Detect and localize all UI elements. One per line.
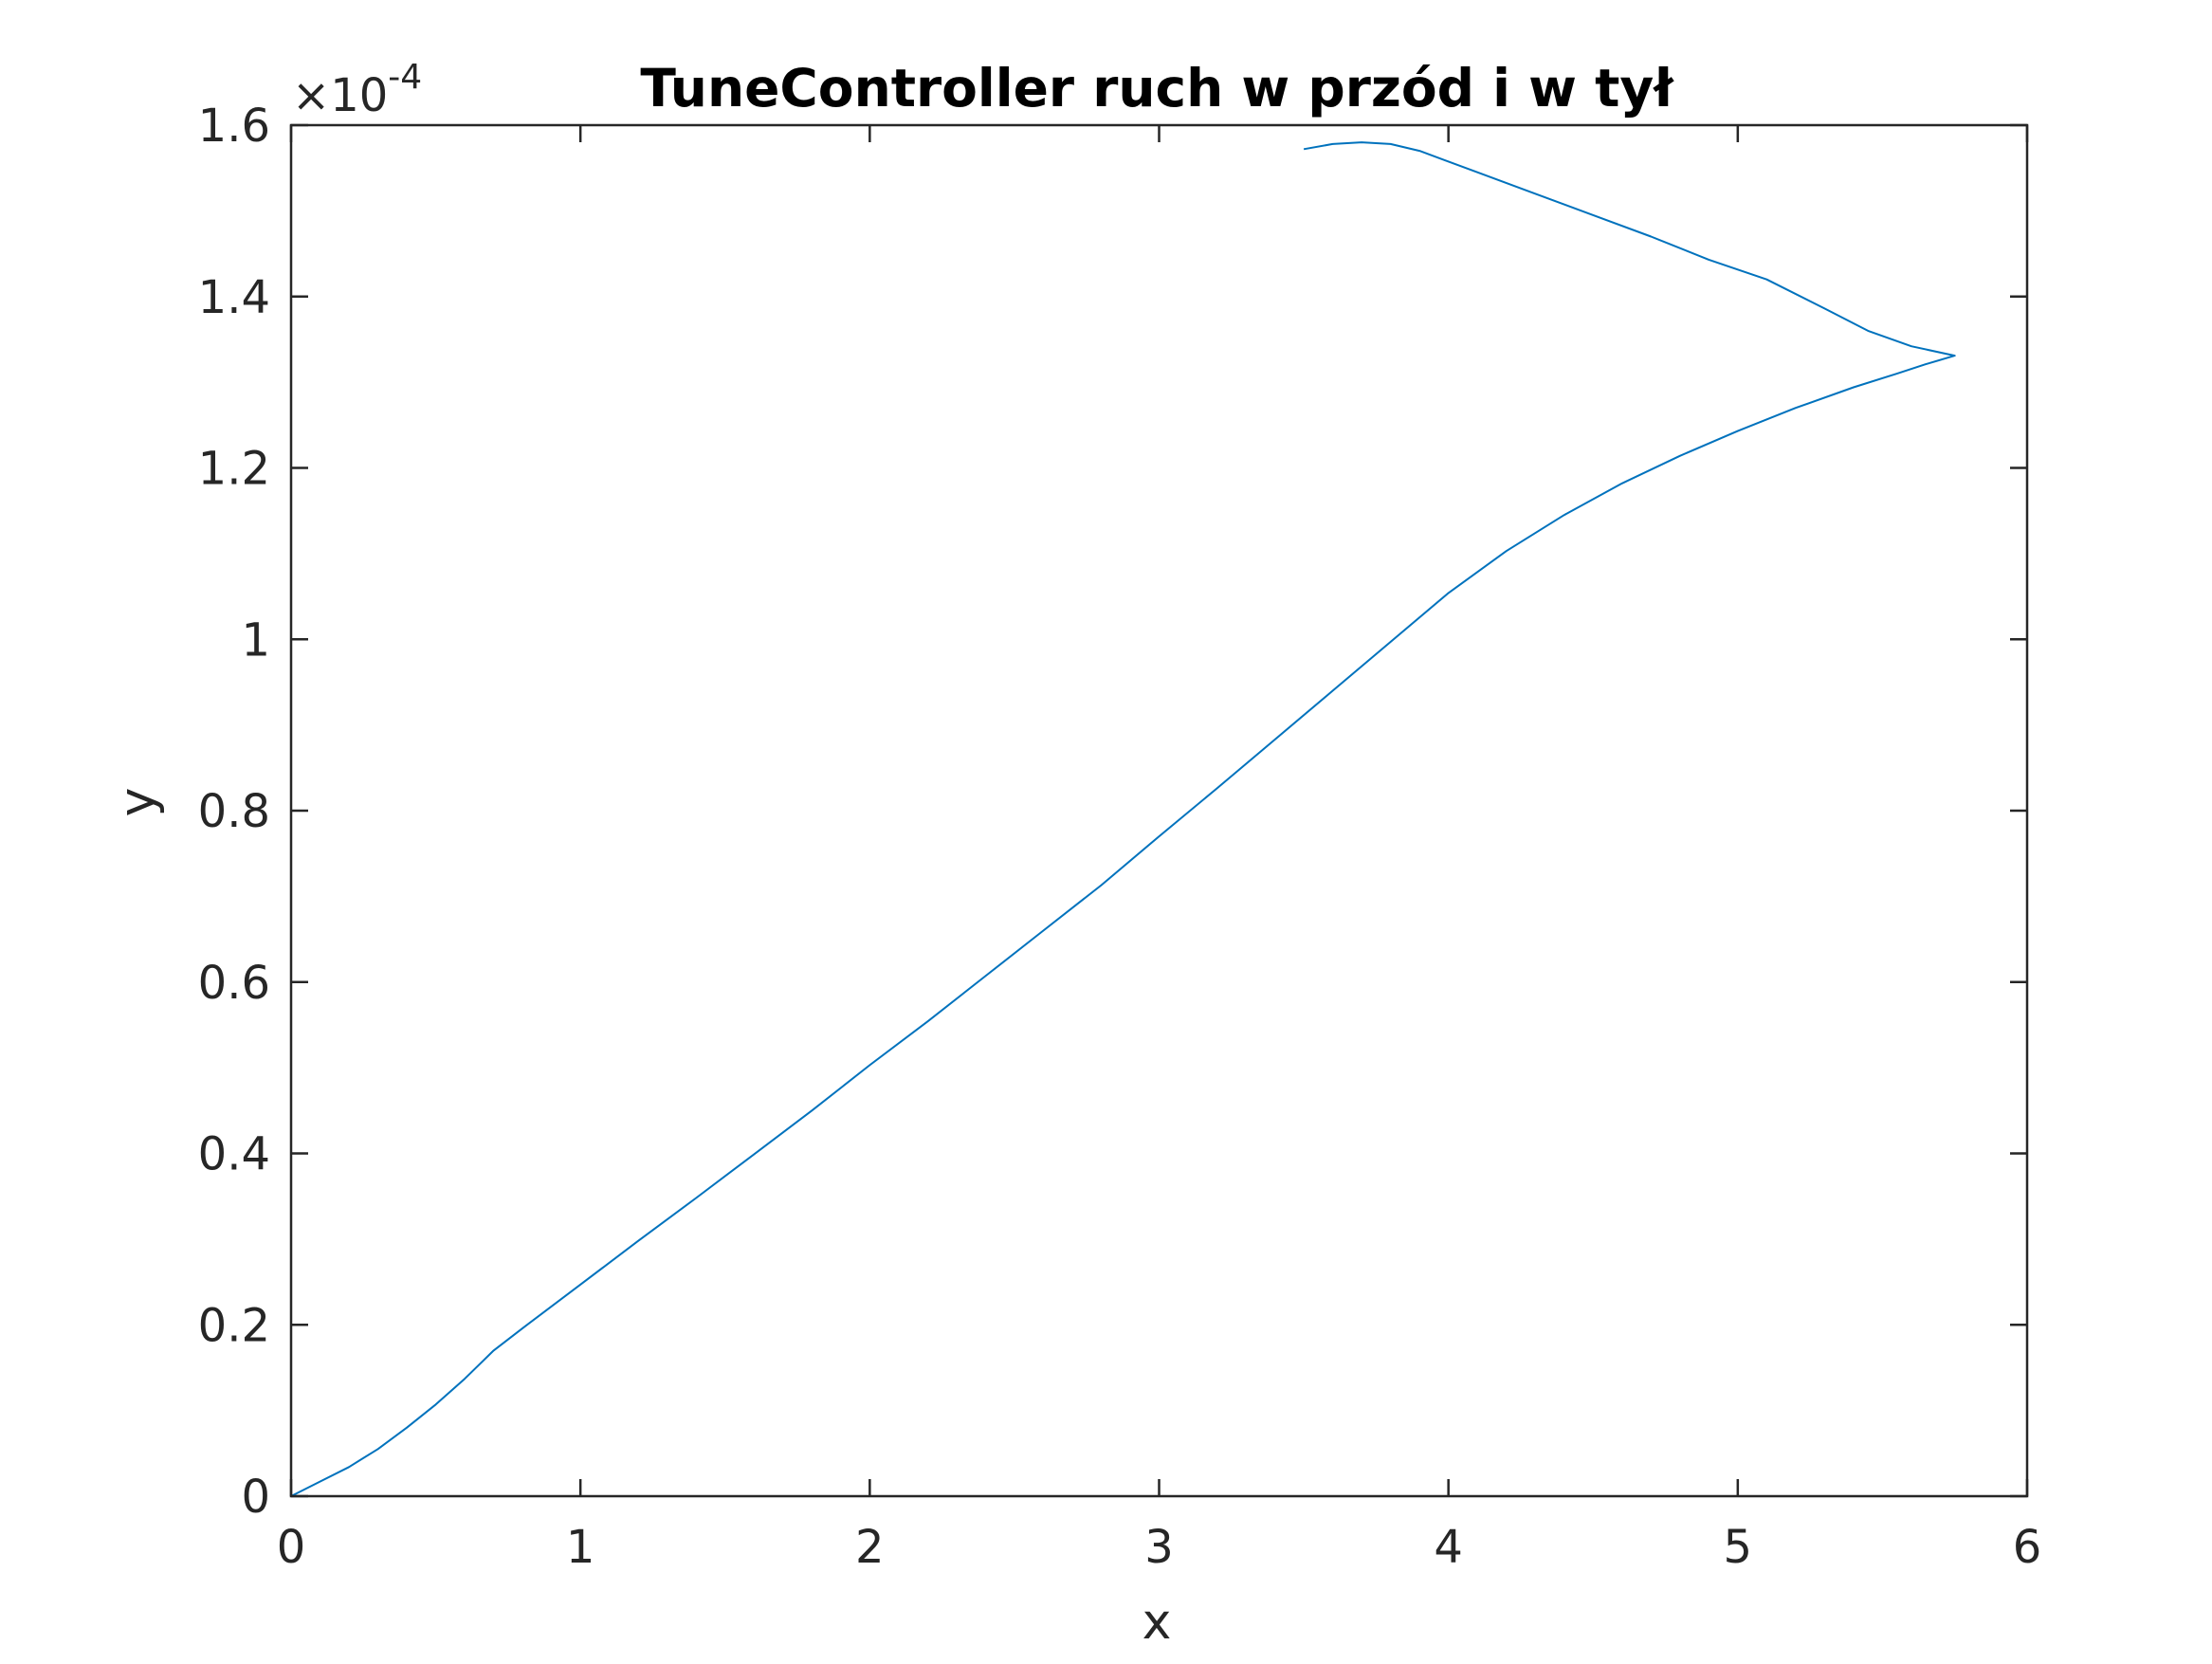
axes-box	[289, 123, 2029, 1498]
x-tick-label: 2	[855, 1521, 885, 1574]
x-tick-label: 6	[2013, 1521, 2042, 1574]
x-tick-label: 1	[566, 1521, 595, 1574]
y-tick-label: 0.8	[198, 785, 270, 838]
x-tick-label: 4	[1434, 1521, 1463, 1574]
y-tick-label: 1.4	[198, 271, 270, 324]
y-tick-label: 0.2	[198, 1299, 270, 1352]
y-tick-label: 0.4	[198, 1128, 270, 1181]
series-line	[290, 141, 1956, 1497]
y-tick-label: 1.2	[198, 443, 270, 496]
y-tick-label: 1	[241, 613, 270, 667]
x-tick-label: 0	[277, 1521, 306, 1574]
tick-labels-group: 0 1 2 3 4 5 6 0 0.2 0.4 0.6 0.8 1 1.2 1.4 1.6	[198, 100, 2042, 1574]
x-tick-label: 3	[1144, 1521, 1174, 1574]
y-exponent-power: -4	[388, 58, 422, 97]
y-axis-label: y	[109, 788, 166, 817]
plot-area	[291, 125, 2027, 1496]
y-tick-label: 0.6	[198, 957, 270, 1010]
y-exponent-label: ×10-4	[292, 58, 422, 122]
y-tick-label: 1.6	[198, 100, 270, 153]
chart-title: TuneController ruch w przód i w tył	[640, 58, 1674, 119]
x-axis-label: x	[1143, 1594, 1172, 1651]
series-group	[290, 141, 1956, 1497]
y-tick-label: 0	[241, 1471, 270, 1524]
x-tick-label: 5	[1724, 1521, 1753, 1574]
y-exponent-prefix: ×10	[292, 69, 388, 122]
